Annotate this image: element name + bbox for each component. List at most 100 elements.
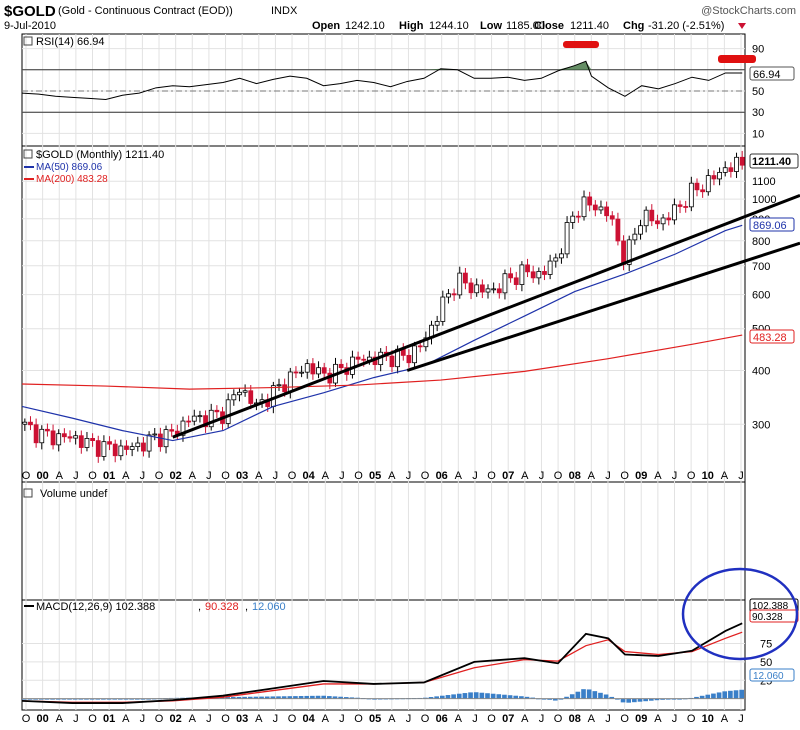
macd-histogram-bar [519, 696, 524, 699]
macd-x-tick-label: A [654, 713, 662, 725]
macd-histogram-bar [722, 691, 728, 699]
candle-body [293, 371, 299, 374]
ma50-title: MA(50) 869.06 [36, 162, 103, 173]
watermark: @StockCharts.com [701, 5, 796, 17]
macd-histogram-bar [615, 698, 620, 700]
macd-x-tick-label: J [206, 713, 212, 725]
low-label: Low [480, 20, 502, 32]
price-y-tick-label: 800 [752, 236, 770, 248]
hist-value-label: 12.060 [753, 671, 784, 682]
macd-x-tick-label: 08 [569, 713, 581, 725]
macd-histogram-bar [490, 693, 496, 699]
macd-histogram-bar [293, 696, 298, 699]
price-y-tick-label: 400 [752, 365, 770, 377]
candle-body [711, 175, 717, 180]
macd-x-tick-label: A [455, 713, 463, 725]
candle-body [50, 430, 56, 446]
price-x-tick-label: J [140, 470, 146, 482]
high-label: High [399, 20, 424, 32]
macd-histogram-bar [298, 696, 304, 699]
candle-body [446, 293, 451, 298]
macd-x-tick-label: 01 [103, 713, 115, 725]
macd-x-tick-label: A [255, 713, 263, 725]
price-x-tick-label: A [189, 470, 197, 482]
macd-x-tick-label: 02 [170, 713, 182, 725]
macd-x-tick-label: J [73, 713, 79, 725]
macd-signal-title: 90.328 [205, 601, 239, 613]
volume-legend-icon [23, 488, 33, 498]
macd-histogram-bar [547, 698, 552, 700]
price-x-tick-label: 02 [170, 470, 182, 482]
macd-histogram-bar [343, 697, 349, 699]
candle-body [655, 220, 660, 225]
candle-body [28, 421, 33, 426]
candle-body [242, 390, 248, 393]
price-y-tick-label: 700 [752, 261, 770, 273]
price-x-tick-label: 06 [436, 470, 448, 482]
trendline-2 [406, 241, 800, 372]
candle-body [33, 424, 39, 444]
price-x-tick-label: 07 [502, 470, 514, 482]
macd-x-tick-label: A [388, 713, 396, 725]
chart-date: 9-Jul-2010 [4, 20, 56, 32]
candle-body [434, 321, 440, 326]
candle-body [146, 434, 152, 452]
macd-histogram-bar [327, 696, 332, 699]
chart-symbol: $GOLD [4, 3, 56, 20]
macd-x-tick-label: 05 [369, 713, 381, 725]
macd-x-tick-label: 07 [502, 713, 514, 725]
close-value: 1211.40 [570, 20, 609, 32]
candle-body [728, 167, 734, 172]
high-value: 1244.10 [429, 20, 469, 32]
candle-body [542, 271, 547, 275]
rsi-legend: RSI(14) 66.94 [23, 36, 104, 48]
macd-x-tick-label: A [521, 713, 529, 725]
macd-histogram-bar [513, 695, 519, 699]
candle-body [107, 441, 112, 445]
macd-histogram-bar [705, 694, 711, 699]
rsi-y-tick-label: 30 [752, 107, 764, 119]
candle-body [451, 293, 457, 296]
candle-body [355, 356, 361, 360]
candle-body [112, 443, 118, 457]
candle-body [197, 415, 203, 418]
macd-x-tick-label: A [322, 713, 330, 725]
candle-body [508, 273, 513, 279]
candle-body [78, 435, 84, 448]
ma50-value-label: 869.06 [753, 220, 787, 232]
macd-x-tick-label: J [273, 713, 279, 725]
macd-sep-1: , [198, 601, 201, 613]
macd-x-tick-label: O [354, 713, 363, 725]
candle-body [649, 209, 655, 222]
macd-x-tick-label: O [288, 713, 297, 725]
hist-value-box [749, 668, 795, 682]
candle-body [457, 272, 463, 296]
candle-body [304, 363, 310, 373]
candle-body [621, 240, 626, 265]
macd-x-tick-label: J [738, 713, 744, 725]
macd-histogram-bar [552, 698, 558, 701]
rsi-y-tick-label: 50 [752, 86, 764, 98]
candle-body [237, 391, 242, 396]
price-x-tick-label: A [521, 470, 529, 482]
candle-body [225, 399, 231, 424]
price-x-tick-label: A [322, 470, 330, 482]
price-x-tick-label: 03 [236, 470, 248, 482]
macd-histogram-bar [660, 698, 665, 700]
macd-histogram-bar [230, 697, 236, 699]
trendline-1 [172, 193, 800, 439]
axis-ticks: OO0000AAJJOO0101AAJJOO0202AAJJOO0303AAJJ… [22, 44, 777, 725]
chart-security-name: (Gold - Continuous Contract (EOD)) [58, 5, 233, 17]
ma200-value-label: 483.28 [753, 332, 787, 344]
price-value-box [749, 153, 799, 169]
candle-body [643, 209, 649, 227]
macd-histogram-bar [338, 696, 343, 699]
open-value: 1242.10 [345, 20, 385, 32]
price-y-tick-label: 600 [752, 290, 770, 302]
macd-histogram-bar [502, 694, 507, 699]
macd-x-tick-label: J [605, 713, 611, 725]
candle-body [491, 288, 497, 291]
candle-body [203, 415, 208, 428]
candle-body [412, 345, 417, 364]
candle-body [440, 296, 446, 322]
